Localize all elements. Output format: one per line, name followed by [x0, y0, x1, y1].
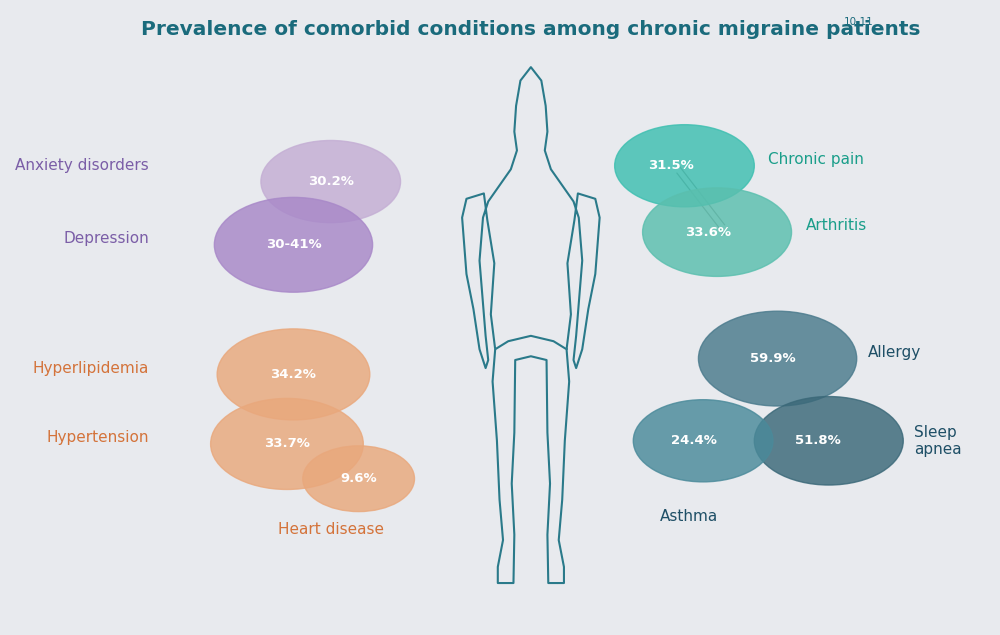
- Text: 24.4%: 24.4%: [671, 434, 717, 447]
- Ellipse shape: [217, 329, 370, 420]
- Text: Sleep
apnea: Sleep apnea: [914, 425, 962, 457]
- Ellipse shape: [643, 188, 792, 276]
- Text: 34.2%: 34.2%: [271, 368, 316, 381]
- Text: 51.8%: 51.8%: [795, 434, 840, 447]
- Text: 59.9%: 59.9%: [750, 352, 796, 365]
- Ellipse shape: [633, 399, 773, 482]
- Text: 30.2%: 30.2%: [308, 175, 354, 188]
- Text: Anxiety disorders: Anxiety disorders: [15, 158, 149, 173]
- Text: Heart disease: Heart disease: [278, 522, 384, 537]
- Text: 30-41%: 30-41%: [266, 238, 321, 251]
- Ellipse shape: [754, 396, 903, 485]
- Text: Hyperlipidemia: Hyperlipidemia: [33, 361, 149, 375]
- Text: 9.6%: 9.6%: [340, 472, 377, 485]
- Ellipse shape: [615, 124, 754, 207]
- Polygon shape: [493, 336, 569, 583]
- Ellipse shape: [698, 311, 857, 406]
- Ellipse shape: [214, 197, 373, 292]
- Text: 31.5%: 31.5%: [648, 159, 693, 172]
- Text: 33.7%: 33.7%: [264, 438, 310, 450]
- Text: Asthma: Asthma: [660, 509, 718, 524]
- Text: Chronic pain: Chronic pain: [768, 152, 864, 167]
- Text: 10,11: 10,11: [844, 17, 873, 27]
- Text: Depression: Depression: [63, 231, 149, 246]
- Text: Allergy: Allergy: [868, 345, 921, 360]
- Polygon shape: [462, 67, 600, 368]
- Text: Hypertension: Hypertension: [47, 430, 149, 445]
- Ellipse shape: [261, 140, 401, 223]
- Text: Prevalence of comorbid conditions among chronic migraine patients: Prevalence of comorbid conditions among …: [141, 20, 921, 39]
- Ellipse shape: [211, 398, 363, 490]
- Ellipse shape: [303, 446, 415, 512]
- Text: Arthritis: Arthritis: [806, 218, 867, 233]
- Text: 33.6%: 33.6%: [685, 225, 731, 239]
